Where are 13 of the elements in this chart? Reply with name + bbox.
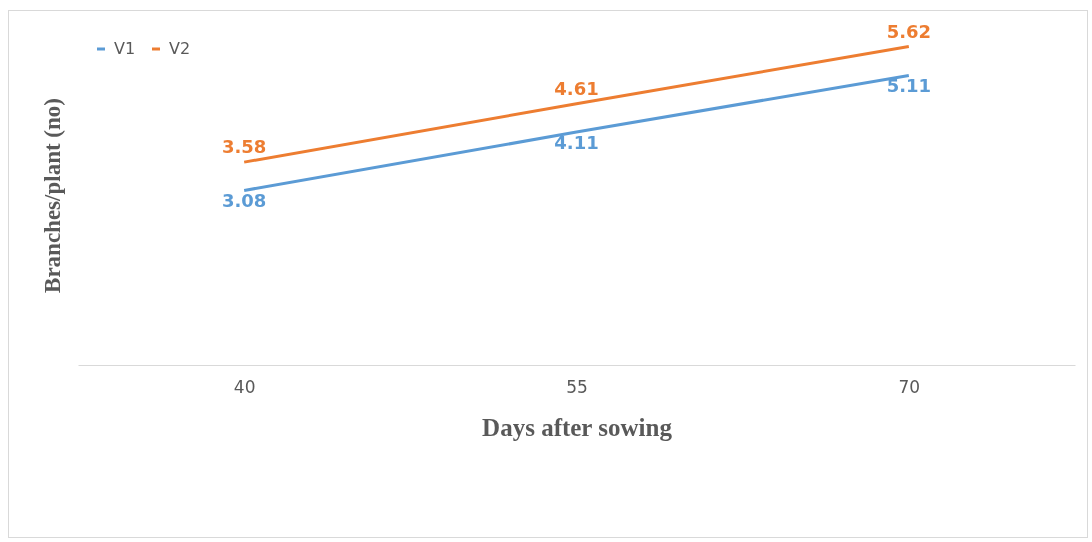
x-tick-label: 40	[233, 376, 256, 397]
data-label: 4.11	[554, 132, 599, 154]
legend-label: V2	[169, 39, 191, 58]
data-label: 3.58	[221, 136, 267, 158]
legend-label: V1	[114, 39, 136, 58]
x-tick-label: 70	[898, 376, 921, 397]
data-label: 5.62	[886, 20, 932, 42]
data-label: 3.08	[221, 190, 267, 212]
x-tick-label: 55	[566, 376, 588, 397]
x-axis-title: Days after sowing	[482, 413, 673, 441]
y-axis-title: Branches/plant (no)	[39, 98, 65, 293]
data-label: 5.11	[886, 75, 932, 97]
data-label: 4.61	[554, 77, 599, 99]
